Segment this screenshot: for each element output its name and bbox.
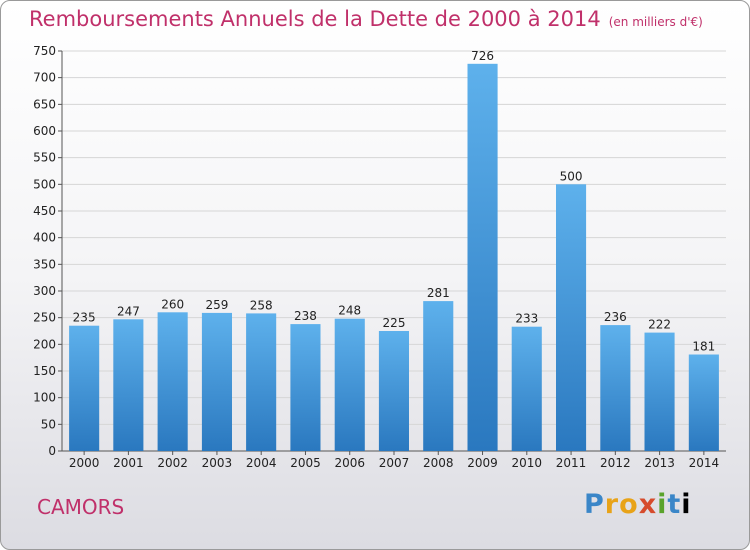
- bar-value-label: 258: [250, 298, 273, 312]
- bar: [511, 326, 542, 451]
- brand-logo-letter: i: [657, 489, 668, 520]
- commune-name: CAMORS: [37, 495, 125, 519]
- bar: [290, 324, 321, 451]
- x-tick-label: 2001: [113, 456, 144, 470]
- chart-title-text: Remboursements Annuels de la Dette de 20…: [29, 7, 601, 31]
- bar: [246, 313, 277, 451]
- bar-value-label: 247: [117, 304, 140, 318]
- brand-logo-letter: P: [584, 489, 605, 520]
- bar: [113, 319, 144, 451]
- chart-title: Remboursements Annuels de la Dette de 20…: [29, 7, 703, 31]
- bar-value-label: 238: [294, 309, 317, 323]
- x-tick-label: 2008: [423, 456, 454, 470]
- bar: [467, 63, 498, 452]
- bar-value-label: 222: [648, 318, 671, 332]
- y-tick-label: 650: [33, 97, 56, 111]
- x-tick-label: 2003: [202, 456, 233, 470]
- bar-value-label: 281: [427, 286, 450, 300]
- y-tick-label: 50: [41, 417, 56, 431]
- bar: [556, 184, 587, 452]
- x-tick-label: 2013: [644, 456, 675, 470]
- bar-value-label: 181: [692, 339, 715, 353]
- x-tick-label: 2009: [467, 456, 498, 470]
- x-tick-label: 2010: [512, 456, 543, 470]
- x-tick-label: 2012: [600, 456, 631, 470]
- y-tick-label: 450: [33, 204, 56, 218]
- x-tick-label: 2011: [556, 456, 587, 470]
- y-tick-label: 600: [33, 124, 56, 138]
- x-tick-label: 2007: [379, 456, 410, 470]
- bar: [423, 301, 454, 451]
- bar-value-label: 260: [161, 297, 184, 311]
- y-tick-label: 700: [33, 71, 56, 85]
- y-tick-label: 550: [33, 151, 56, 165]
- y-tick-label: 400: [33, 231, 56, 245]
- bar: [157, 312, 188, 451]
- y-tick-label: 0: [48, 444, 56, 458]
- x-tick-label: 2006: [334, 456, 365, 470]
- x-tick-label: 2000: [69, 456, 100, 470]
- y-tick-label: 500: [33, 177, 56, 191]
- y-tick-label: 250: [33, 311, 56, 325]
- y-tick-label: 300: [33, 284, 56, 298]
- bar-value-label: 248: [338, 304, 361, 318]
- bar-value-label: 235: [73, 311, 96, 325]
- bar: [201, 312, 232, 451]
- bars: [69, 63, 719, 452]
- x-tick-label: 2005: [290, 456, 321, 470]
- bar: [69, 325, 100, 451]
- bar-value-label: 225: [383, 316, 406, 330]
- brand-logo-letter: o: [619, 489, 639, 520]
- y-tick-label: 150: [33, 364, 56, 378]
- y-tick-label: 750: [33, 44, 56, 58]
- brand-logo-letter: t: [667, 489, 682, 520]
- bar-value-label: 233: [515, 312, 538, 326]
- bar: [644, 332, 675, 451]
- bar: [378, 331, 409, 451]
- y-tick-label: 350: [33, 257, 56, 271]
- x-tick-label: 2002: [157, 456, 188, 470]
- bar: [600, 325, 631, 451]
- bar-value-label: 500: [560, 169, 583, 183]
- x-tick-label: 2004: [246, 456, 277, 470]
- bar-value-label: 259: [205, 298, 228, 312]
- x-tick-label: 2014: [689, 456, 720, 470]
- axes: 0 50 100 150 200 250 300 350 400 450 500 550 600 650 7…: [33, 44, 726, 458]
- bar-value-label: 726: [471, 49, 494, 63]
- brand-logo-letter: x: [638, 489, 658, 520]
- y-tick-label: 100: [33, 391, 56, 405]
- bar: [688, 354, 719, 451]
- brand-logo-letter: r: [604, 489, 620, 520]
- y-tick-label: 200: [33, 337, 56, 351]
- brand-logo-letter: i: [681, 489, 692, 520]
- bar-value-label: 236: [604, 310, 627, 324]
- brand-logo[interactable]: Proxiti: [584, 489, 692, 520]
- labels: 235 2000 247 2001 260 2002 259 2003 258 2004 238 20…: [69, 49, 719, 470]
- chart-subtitle: (en milliers d'€): [608, 15, 703, 29]
- bar: [334, 318, 365, 451]
